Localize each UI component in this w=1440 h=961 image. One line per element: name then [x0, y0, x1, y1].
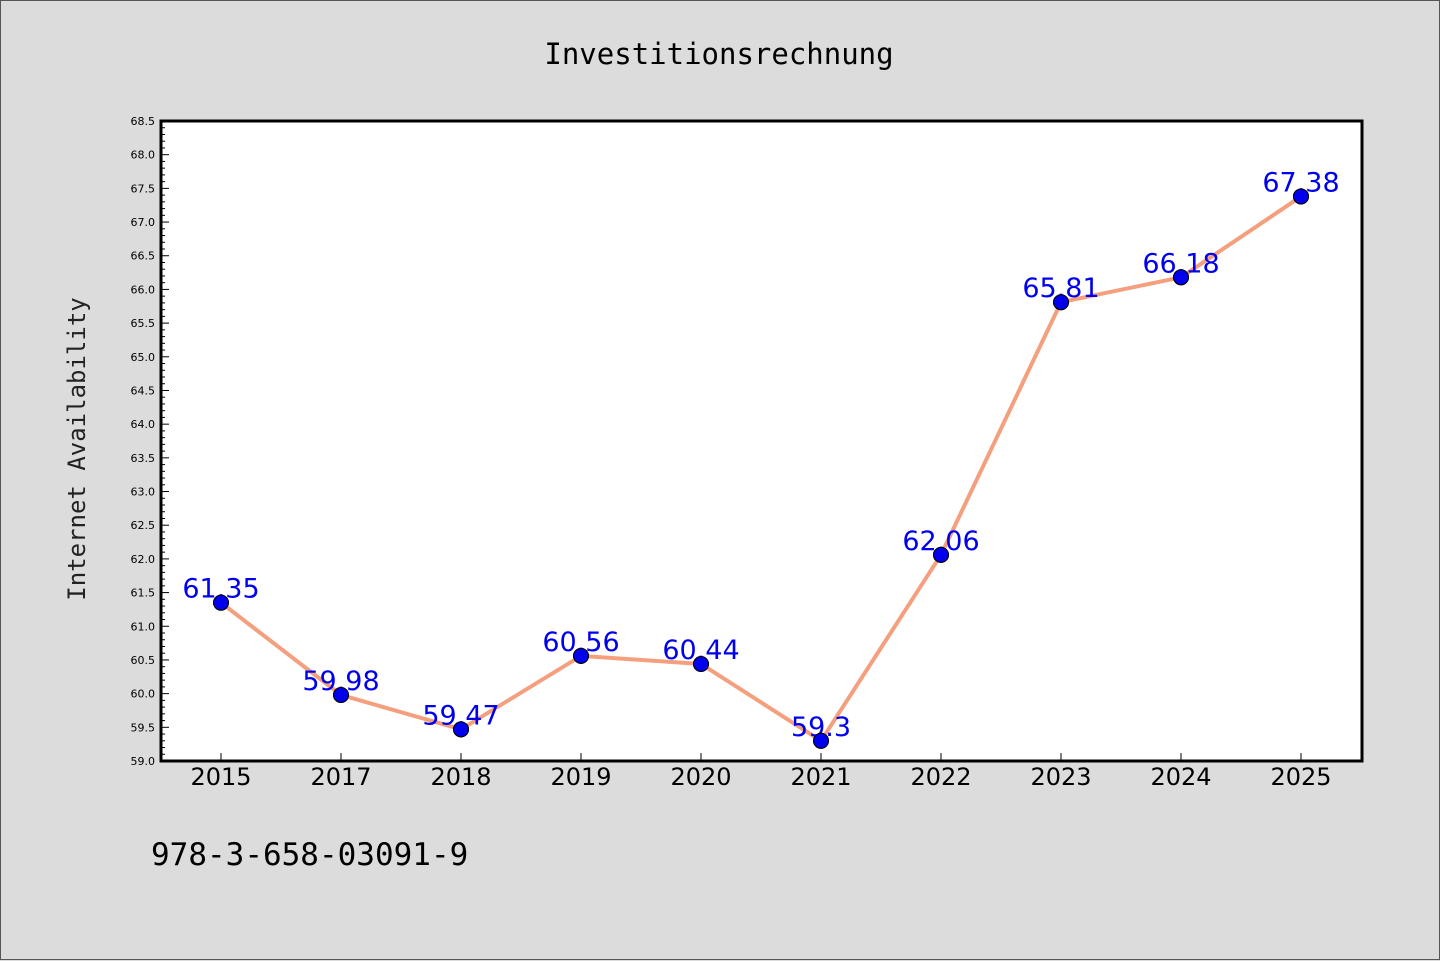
y-axis: 59.0 59.5 60.0 60.5 61.0 61.5 62.0 62.5 63.0 63.5… [131, 115, 169, 768]
x-axis: 2015 2017 2018 2019 2020 2021 2022 2023 2024 2025 [190, 753, 1332, 791]
x-tick-label: 2019 [550, 763, 611, 791]
data-point-overlay [333, 686, 349, 703]
data-point-overlay [453, 721, 469, 738]
data-point-overlay [573, 647, 589, 664]
data-point-overlay [933, 546, 949, 563]
y-tick-label: 61.5 [131, 587, 156, 600]
x-tick-label: 2024 [1150, 763, 1211, 791]
y-tick-label: 66.5 [131, 250, 156, 263]
y-tick-label: 66.0 [131, 283, 156, 296]
plot-area [161, 121, 1362, 761]
data-point-overlay [693, 655, 709, 672]
y-tick-label: 64.5 [131, 384, 156, 397]
y-tick-label: 65.5 [131, 317, 156, 330]
y-tick-label: 68.5 [131, 115, 156, 128]
x-tick-label: 2023 [1030, 763, 1091, 791]
data-point-overlay [1293, 188, 1309, 205]
x-tick-label: 2017 [310, 763, 371, 791]
y-tick-label: 60.5 [131, 654, 156, 667]
x-tick-label: 2020 [670, 763, 731, 791]
plot-border [159, 119, 1364, 763]
data-point-overlay [1173, 269, 1189, 286]
x-tick-label: 2018 [430, 763, 491, 791]
data-point-overlay [813, 732, 829, 749]
chart-title: Investitionsrechnung [544, 37, 893, 71]
y-tick-label: 62.0 [131, 553, 156, 566]
y-tick-label: 65.0 [131, 351, 156, 364]
y-tick-label: 59.0 [131, 755, 156, 768]
y-tick-label: 68.0 [131, 149, 156, 162]
x-tick-label: 2022 [910, 763, 971, 791]
x-tick-label: 2021 [790, 763, 851, 791]
y-tick-label: 63.5 [131, 452, 156, 465]
x-tick-label: 2025 [1270, 763, 1331, 791]
data-point-overlay [1053, 294, 1069, 311]
y-tick-label: 67.0 [131, 216, 156, 229]
y-tick-label: 64.0 [131, 418, 156, 431]
series-path [219, 194, 1303, 743]
isbn-text: 978-3-658-03091-9 [151, 837, 468, 873]
y-tick-label: 61.0 [131, 620, 156, 633]
y-tick-label: 60.0 [131, 688, 156, 701]
x-tick-label: 2015 [190, 763, 251, 791]
y-tick-label: 67.5 [131, 182, 156, 195]
y-tick-label: 59.5 [131, 721, 156, 734]
y-axis-label: Internet Availability [63, 297, 91, 600]
y-tick-label: 63.0 [131, 486, 156, 499]
y-tick-label: 62.5 [131, 519, 156, 532]
data-point-overlay [213, 594, 229, 611]
